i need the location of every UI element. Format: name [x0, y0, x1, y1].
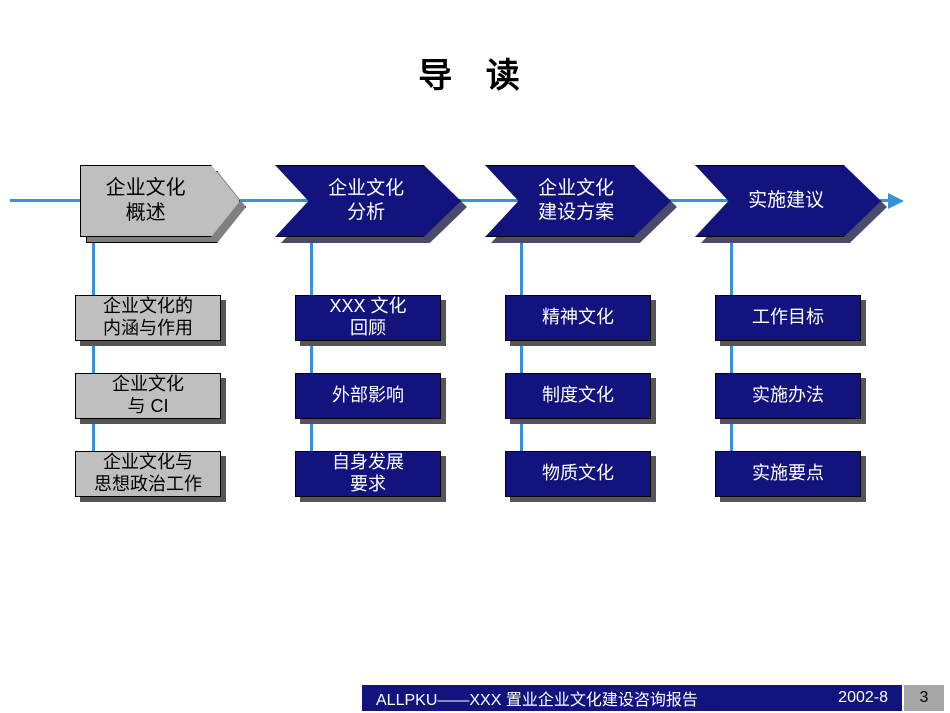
footer-page-number: 3 — [904, 685, 944, 711]
sub-label: 企业文化的 内涵与作用 — [75, 295, 221, 341]
sub-label: 物质文化 — [505, 451, 651, 497]
sub-box: XXX 文化 回顾 — [295, 295, 441, 341]
sub-label: 实施办法 — [715, 373, 861, 419]
sub-box: 外部影响 — [295, 373, 441, 419]
sub-box: 自身发展 要求 — [295, 451, 441, 497]
sub-label: 精神文化 — [505, 295, 651, 341]
sub-label: 外部影响 — [295, 373, 441, 419]
sub-label: 企业文化与 思想政治工作 — [75, 451, 221, 497]
sub-box: 实施办法 — [715, 373, 861, 419]
sub-box: 企业文化 与 CI — [75, 373, 221, 419]
sub-label: 制度文化 — [505, 373, 651, 419]
footer-text-right: 2002-8 — [838, 689, 888, 707]
flow-horizontal-arrowhead — [888, 193, 904, 209]
stage-1-label: 企业文化 概述 — [80, 165, 211, 237]
sub-box: 企业文化与 思想政治工作 — [75, 451, 221, 497]
sub-label: 自身发展 要求 — [295, 451, 441, 497]
sub-label: 实施要点 — [715, 451, 861, 497]
slide-title: 导 读 — [0, 48, 950, 97]
stage-2-label: 企业文化 分析 — [308, 165, 423, 237]
sub-label: 企业文化 与 CI — [75, 373, 221, 419]
sub-box: 精神文化 — [505, 295, 651, 341]
footer-text-left: ALLPKU——XXX 置业企业文化建设咨询报告 — [376, 686, 838, 710]
sub-label: 工作目标 — [715, 295, 861, 341]
sub-box: 实施要点 — [715, 451, 861, 497]
stage-1-arrow: 企业文化 概述 — [80, 165, 240, 237]
sub-box: 制度文化 — [505, 373, 651, 419]
stage-3-label: 企业文化 建设方案 — [518, 165, 633, 237]
sub-box: 工作目标 — [715, 295, 861, 341]
stage-4-arrow: 实施建议 — [695, 165, 881, 237]
sub-box: 物质文化 — [505, 451, 651, 497]
footer-bar: ALLPKU——XXX 置业企业文化建设咨询报告 2002-8 — [362, 685, 902, 711]
stage-4-label: 实施建议 — [728, 165, 843, 237]
sub-label: XXX 文化 回顾 — [295, 295, 441, 341]
sub-box: 企业文化的 内涵与作用 — [75, 295, 221, 341]
stage-2-arrow: 企业文化 分析 — [275, 165, 461, 237]
stage-3-arrow: 企业文化 建设方案 — [485, 165, 671, 237]
